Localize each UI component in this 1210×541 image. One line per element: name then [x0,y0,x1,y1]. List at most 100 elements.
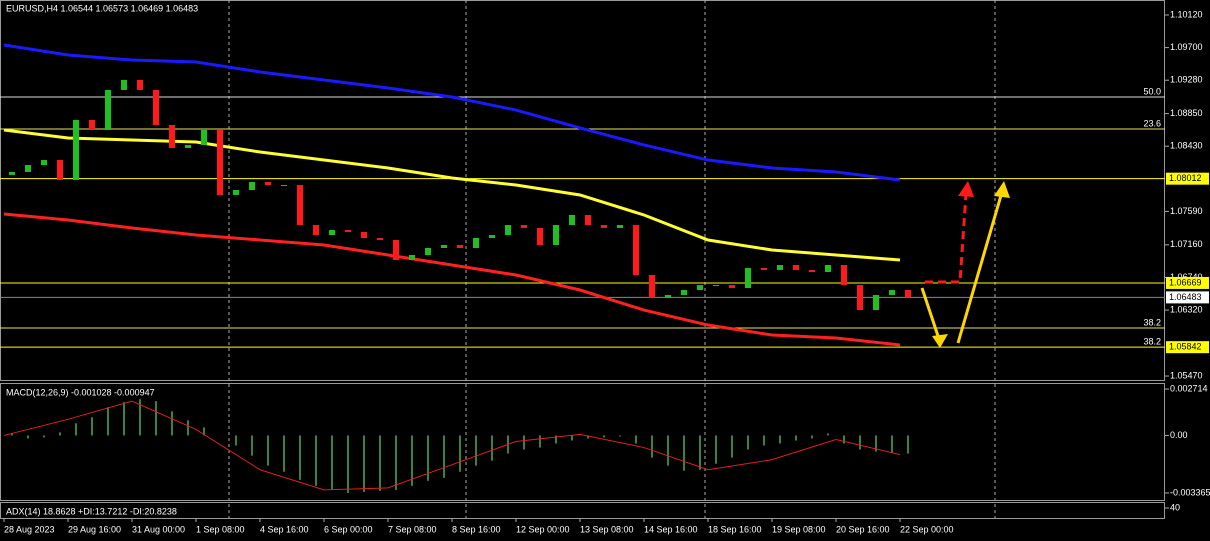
candle-body [825,265,831,272]
candle-body [297,185,303,226]
candle-body [121,79,127,90]
candle-body [217,129,223,195]
arrow-down [920,287,942,343]
y-tick-label: 40 [1170,502,1180,512]
candle-body [153,89,159,126]
plot: EURUSD,H4 1.06544 1.06573 1.06469 1.0648… [0,3,1210,534]
candle-body [681,290,687,295]
candle-body [537,227,543,245]
candle-body [697,285,703,291]
candle-body [393,240,399,261]
candle-body [809,269,815,272]
x-tick-label: 13 Sep 08:00 [580,524,634,534]
arrow-dashed [925,193,968,284]
candle-body [457,244,463,249]
candle-body [105,89,111,130]
x-tick-label: 8 Sep 16:00 [452,524,501,534]
x-tick-label: 12 Sep 00:00 [516,524,570,534]
y-tick-label: 1.07160 [1170,239,1203,249]
candle-body [713,285,719,287]
candle-body [889,290,895,295]
x-tick-label: 1 Sep 08:00 [196,524,245,534]
candle-body [89,119,95,130]
candle-body [233,190,239,195]
macd-panel-border [0,383,1165,501]
level-label: 23.6 [1143,118,1161,128]
moving-average [3,43,901,182]
candle-body [185,144,191,148]
y-tick-label: 1.09280 [1170,75,1203,85]
main-panel-border [0,0,1165,381]
x-tick-label: 19 Sep 08:00 [772,524,826,534]
y-tick-label: 1.07590 [1170,206,1203,216]
panel-title: MACD(12,26,9) -0.001028 -0.000947 [6,387,155,397]
candle-body [249,182,255,190]
level-label: 38.2 [1143,337,1161,347]
candle-body [137,79,143,90]
level-label: 38.2 [1143,317,1161,327]
price-tag-label: 1.06669 [1169,277,1202,287]
candle-body [585,215,591,226]
candle-body [633,225,639,276]
candle-body [553,225,559,245]
x-tick-label: 6 Sep 00:00 [324,524,373,534]
x-tick-label: 7 Sep 08:00 [388,524,437,534]
x-tick-label: 22 Sep 00:00 [900,524,954,534]
arrowhead [958,181,974,197]
signal-line [3,400,901,491]
x-tick-label: 4 Sep 16:00 [260,524,309,534]
x-tick-label: 18 Sep 16:00 [708,524,762,534]
price-tag [1166,172,1209,185]
x-tick-label: 28 Aug 2023 [4,524,55,534]
candle-body [57,160,63,180]
y-tick-label: 1.08850 [1170,108,1203,118]
candle-body [569,215,575,226]
moving-average [3,128,901,262]
y-tick-label: 1.09700 [1170,42,1203,52]
candle-body [345,229,351,233]
price-tag-label: 1.05842 [1169,342,1202,352]
candle-body [793,265,799,270]
candle-body [521,225,527,228]
candle-body [329,229,335,236]
y-tick-label: 0.002714 [1170,383,1208,393]
y-tick-label: 1.05470 [1170,370,1203,380]
candle-body [9,171,15,175]
candle-body [281,185,287,187]
candle-body [73,119,79,180]
price-tag [1166,341,1209,354]
candle-body [25,164,31,172]
y-tick-label: 1.10120 [1170,9,1203,19]
candle-body [473,237,479,249]
candle-body [489,235,495,238]
candle-body [265,182,271,186]
y-tick-label: 1.08430 [1170,141,1203,151]
x-tick-label: 31 Aug 00:00 [132,524,185,534]
y-tick-label: 1.06320 [1170,304,1203,314]
x-tick-label: 20 Sep 16:00 [836,524,890,534]
level-label: 50.0 [1143,86,1161,96]
y-tick-label: 1.06740 [1170,272,1203,282]
candle-body [201,129,207,145]
vertical-grid [228,0,996,518]
candle-body [41,160,47,165]
moving-average [3,212,901,347]
candle-body [649,275,655,299]
price-tag [1166,276,1209,289]
candle-body [409,254,415,261]
projection-arrows [920,181,1010,348]
candle-body [361,232,367,238]
candle-body [777,265,783,270]
y-tick-label: 0.00 [1170,430,1188,440]
candle-body [905,290,911,298]
arrow-up [956,191,1004,344]
candle-body [169,125,175,148]
candle-body [745,268,751,288]
arrowhead [932,334,948,348]
panel-title: ADX(14) 18.8628 +DI:13.7212 -DI:20.8238 [6,506,177,516]
candle-body [857,285,863,311]
candle-body [841,265,847,286]
